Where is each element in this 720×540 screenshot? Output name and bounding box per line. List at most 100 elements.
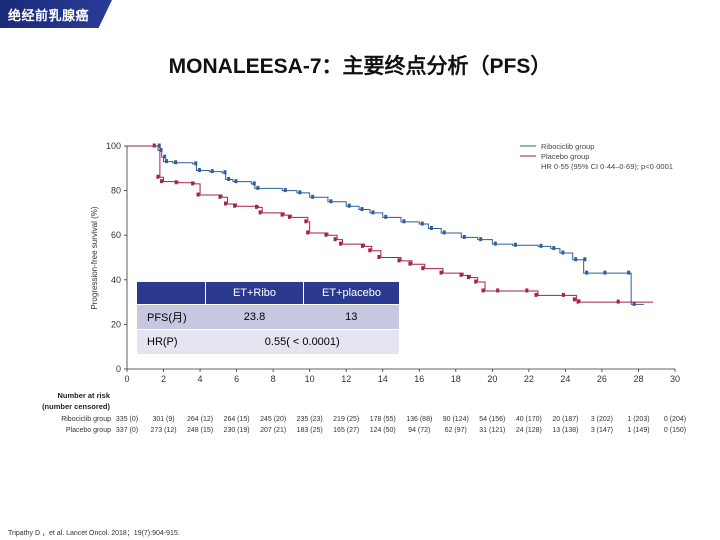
censor-mark [174, 180, 178, 185]
risk-value: 0 (150) [664, 427, 686, 434]
risk-value: 20 (187) [552, 416, 578, 423]
censor-mark [525, 288, 529, 293]
x-tick-label: 24 [560, 374, 570, 384]
x-tick-label: 12 [341, 374, 351, 384]
censor-mark [258, 210, 262, 215]
y-tick-label: 40 [111, 275, 121, 285]
censor-mark [210, 169, 214, 174]
risk-value: 1 (149) [627, 427, 649, 434]
censor-mark [466, 275, 470, 280]
legend-entry: Placebo group [541, 152, 589, 161]
risk-value: 207 (21) [260, 427, 286, 434]
risk-value: 264 (12) [187, 416, 213, 423]
risk-value: 178 (55) [370, 416, 396, 423]
hr-value: 0.55( < 0.0001) [205, 329, 399, 354]
censor-mark [304, 219, 308, 224]
censor-mark [627, 270, 631, 275]
chart-series [127, 143, 654, 306]
censor-mark [493, 241, 497, 246]
censor-mark [384, 214, 388, 219]
risk-value: 301 (9) [152, 416, 174, 423]
censor-mark [255, 204, 259, 209]
censor-mark [371, 210, 375, 215]
risk-value: 0 (204) [664, 416, 686, 423]
x-tick-label: 30 [670, 374, 680, 384]
y-axis-title: Progression-free survival (%) [90, 206, 99, 309]
x-tick-label: 16 [414, 374, 424, 384]
censor-mark [234, 179, 238, 184]
risk-value: 31 (121) [479, 427, 505, 434]
censor-mark [287, 214, 291, 219]
censor-mark [256, 185, 260, 190]
censor-mark [603, 270, 607, 275]
hr-label: HR(P) [137, 329, 206, 354]
x-tick-label: 0 [124, 374, 129, 384]
censor-mark [298, 190, 302, 195]
x-tick-label: 22 [524, 374, 534, 384]
y-tick-label: 20 [111, 319, 121, 329]
censor-mark [459, 272, 463, 277]
censor-mark [496, 288, 500, 293]
censor-mark [552, 246, 556, 251]
censor-mark [329, 199, 333, 204]
censor-mark [233, 203, 237, 208]
risk-value: 54 (156) [479, 416, 505, 423]
table-header-placebo: ET+placebo [303, 282, 399, 305]
pfs-ribo: 23.8 [205, 304, 304, 330]
risk-value: 40 (170) [516, 416, 542, 423]
censor-mark [197, 168, 201, 173]
x-tick-label: 6 [234, 374, 239, 384]
censor-mark [574, 257, 578, 262]
risk-value: 165 (27) [333, 427, 359, 434]
risk-value: 3 (147) [591, 427, 613, 434]
risk-value: 13 (138) [552, 427, 578, 434]
censor-mark [311, 194, 315, 199]
censor-mark [194, 161, 198, 166]
censor-mark [196, 192, 200, 197]
risk-value: 124 (50) [370, 427, 396, 434]
censor-mark [306, 230, 310, 235]
risk-row-label: Ribociclib group [61, 416, 111, 423]
censor-mark [462, 234, 466, 239]
censor-mark [160, 179, 164, 184]
pfs-label: PFS(月) [137, 304, 206, 330]
censor-mark [420, 221, 424, 226]
risk-value: 273 (12) [150, 427, 176, 434]
censor-mark [223, 170, 227, 175]
number-at-risk: Number at risk (number censored) Ribocicli… [42, 391, 686, 434]
censor-mark [218, 194, 222, 199]
censor-mark [333, 237, 337, 242]
risk-value: 248 (15) [187, 427, 213, 434]
risk-value: 335 (0) [116, 416, 138, 423]
censor-mark [583, 257, 587, 262]
x-tick-label: 10 [305, 374, 315, 384]
censor-mark [368, 248, 372, 253]
censor-mark [421, 266, 425, 271]
risk-value: 24 (128) [516, 427, 542, 434]
risk-value: 1 (203) [627, 416, 649, 423]
censor-mark [429, 226, 433, 231]
censor-mark [442, 230, 446, 235]
censor-mark [156, 174, 160, 179]
censor-mark [539, 243, 543, 248]
risk-value: 183 (25) [297, 427, 323, 434]
censor-mark [561, 250, 565, 255]
censor-mark [324, 232, 328, 237]
censor-mark [223, 201, 227, 206]
table-header-ribo: ET+Ribo [205, 282, 304, 305]
legend-hr-note: HR 0·55 (95% CI 0·44–0·69); p<0·0001 [541, 162, 673, 171]
censor-mark [163, 154, 167, 159]
censor-mark [347, 203, 351, 208]
censor-mark [474, 279, 478, 284]
censor-mark [576, 299, 580, 304]
x-tick-label: 14 [378, 374, 388, 384]
censor-mark [534, 292, 538, 297]
risk-value: 245 (20) [260, 416, 286, 423]
censor-mark [397, 258, 401, 263]
censor-mark [252, 181, 256, 186]
x-tick-label: 4 [198, 374, 203, 384]
y-tick-label: 0 [116, 364, 121, 374]
risk-value: 62 (97) [445, 427, 467, 434]
